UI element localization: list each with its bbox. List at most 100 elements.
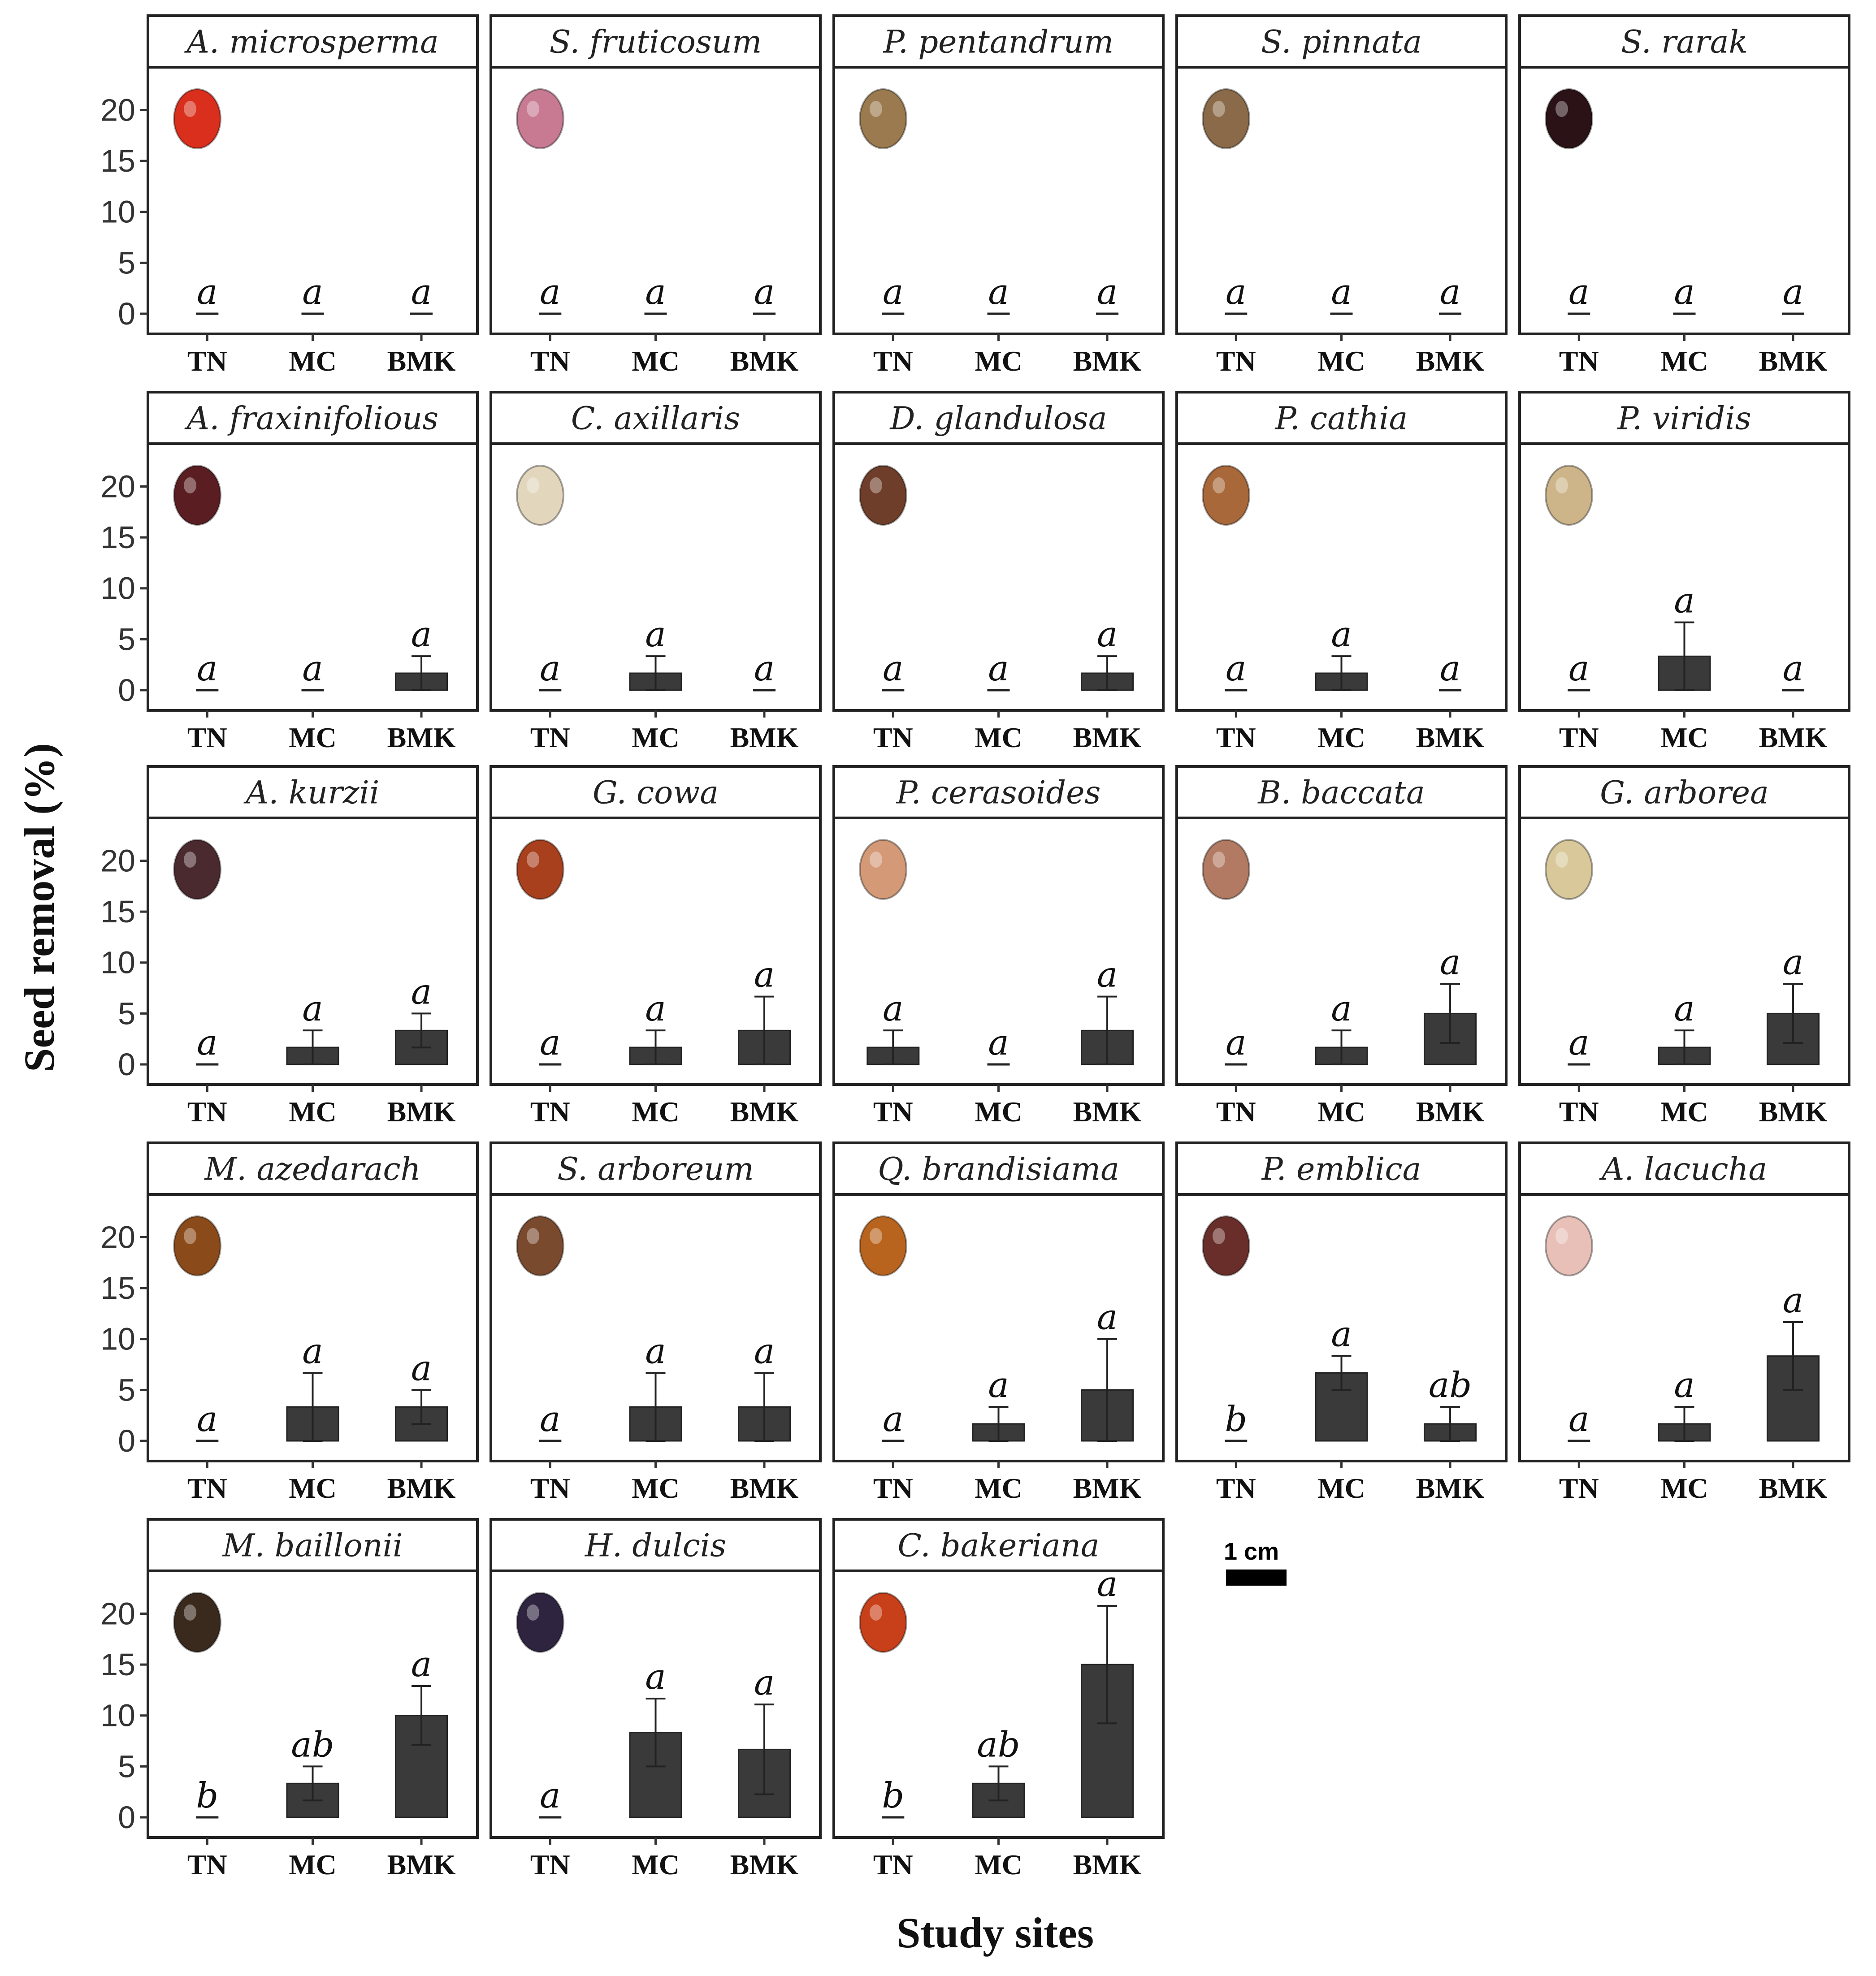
seed-highlight-icon <box>1555 852 1568 868</box>
panel-g-cowa: G. cowa a TN a MC a BMK <box>490 765 822 1128</box>
significance-letter: a <box>197 649 218 689</box>
x-tick-label: BMK <box>1416 1096 1485 1128</box>
significance-letter: a <box>883 1399 904 1440</box>
x-tick-label: MC <box>289 1472 337 1504</box>
x-tick-label: TN <box>530 1096 570 1128</box>
significance-letter: ab <box>1429 1365 1472 1405</box>
seed-image-icon <box>173 1215 221 1276</box>
seed-image-icon <box>859 1215 907 1276</box>
significance-letter: a <box>302 649 323 689</box>
panel-species-label: C. axillaris <box>571 400 740 437</box>
significance-letter: a <box>1783 649 1804 689</box>
panel-species-label: P. cathia <box>1274 400 1408 437</box>
panel-species-label: M. baillonii <box>222 1527 403 1564</box>
panel-species-label: S. fruticosum <box>550 24 762 61</box>
seed-highlight-icon <box>870 852 882 868</box>
x-tick-label: MC <box>1317 345 1365 377</box>
panel-strip <box>832 1141 1165 1196</box>
x-tick-label: MC <box>1660 1472 1708 1504</box>
y-tick-label: 5 <box>118 996 135 1031</box>
x-tick-label: BMK <box>730 1096 799 1128</box>
x-tick-label: MC <box>1317 1472 1365 1504</box>
x-tick-label: TN <box>1216 1472 1256 1504</box>
x-tick-label: MC <box>289 1849 337 1881</box>
significance-letter: a <box>1674 581 1695 621</box>
significance-letter: a <box>411 272 432 312</box>
significance-letter: a <box>1568 272 1590 312</box>
seed-highlight-icon <box>184 477 196 493</box>
significance-letter: a <box>302 989 323 1029</box>
x-tick-label: MC <box>1660 345 1708 377</box>
panel-a-fraxinifolious: A. fraxinifolious 0 5 10 15 20 a TN a MC a BMK <box>100 391 479 753</box>
seed-highlight-icon <box>1213 1228 1225 1244</box>
x-tick-label: TN <box>187 722 227 753</box>
seed-image-icon <box>173 88 221 149</box>
seed-highlight-icon <box>1555 1228 1568 1244</box>
seed-image-icon <box>859 1592 907 1653</box>
panel-s-arboreum: S. arboreum a TN a MC a BMK <box>490 1141 822 1504</box>
x-tick-label: TN <box>873 345 913 377</box>
significance-letter: b <box>196 1776 218 1816</box>
seed-image-icon <box>516 88 564 149</box>
x-tick-label: BMK <box>730 345 799 377</box>
significance-letter: a <box>754 649 775 689</box>
y-tick-label: 15 <box>100 894 135 929</box>
significance-letter: a <box>883 649 904 689</box>
y-tick-label: 0 <box>118 1423 135 1458</box>
x-tick-label: MC <box>289 345 337 377</box>
x-tick-label: BMK <box>387 1472 456 1504</box>
seed-image-icon <box>1545 465 1593 526</box>
y-tick-label: 5 <box>118 1749 135 1784</box>
significance-letter: a <box>645 1657 666 1697</box>
y-tick-label: 10 <box>100 571 135 606</box>
y-tick-label: 0 <box>118 1047 135 1082</box>
x-tick-label: BMK <box>1759 1096 1828 1128</box>
y-tick-label: 20 <box>100 1596 135 1631</box>
x-tick-label: MC <box>632 722 680 753</box>
x-tick-label: MC <box>632 1472 680 1504</box>
y-tick-label: 0 <box>118 296 135 331</box>
significance-letter: a <box>1783 943 1804 983</box>
seed-image-icon <box>173 1592 221 1653</box>
seed-image-icon <box>1202 839 1250 900</box>
panel-m-baillonii: M. baillonii 0 5 10 15 20 b TN ab MC a BMK <box>100 1518 479 1881</box>
panel-species-label: P. pentandrum <box>883 24 1113 61</box>
panel-species-label: P. cerasoides <box>896 774 1101 811</box>
x-tick-label: BMK <box>1073 1849 1142 1881</box>
x-tick-label: BMK <box>1073 722 1142 753</box>
x-tick-label: TN <box>187 1472 227 1504</box>
panel-species-label: P. viridis <box>1616 400 1751 437</box>
x-tick-label: TN <box>873 1472 913 1504</box>
panel-species-label: A. kurzii <box>243 774 380 811</box>
significance-letter: a <box>540 1776 561 1816</box>
panel-p-cerasoides: P. cerasoides a TN a MC a BMK <box>832 765 1165 1128</box>
x-tick-label: BMK <box>1759 1472 1828 1504</box>
x-tick-label: MC <box>975 1472 1022 1504</box>
panel-species-label: B. baccata <box>1257 774 1425 811</box>
significance-letter: a <box>540 649 561 689</box>
y-tick-label: 0 <box>118 673 135 708</box>
panel-strip <box>1175 765 1508 819</box>
panel-species-label: P. emblica <box>1261 1151 1421 1188</box>
panel-s-rarak: S. rarak a TN a MC a BMK <box>1518 14 1850 377</box>
x-tick-label: MC <box>975 345 1022 377</box>
significance-letter: a <box>1568 649 1590 689</box>
panel-a-kurzii: A. kurzii 0 5 10 15 20 a TN a MC a BMK <box>100 765 479 1128</box>
x-tick-label: BMK <box>387 345 456 377</box>
significance-letter: a <box>754 1663 775 1703</box>
panels-layer: A. microsperma 0 5 10 15 20 a TN a MC a BMK S. fruti… <box>100 14 1850 1881</box>
panel-strip <box>490 14 822 69</box>
x-tick-label: TN <box>873 722 913 753</box>
panel-strip <box>147 14 479 69</box>
x-tick-label: MC <box>1317 722 1365 753</box>
significance-letter: ab <box>977 1725 1020 1765</box>
x-tick-label: BMK <box>730 722 799 753</box>
panel-species-label: A. microsperma <box>184 24 438 61</box>
panel-strip <box>147 1141 479 1196</box>
significance-letter: a <box>1440 943 1461 983</box>
panel-s-pinnata: S. pinnata a TN a MC a BMK <box>1175 14 1508 377</box>
x-tick-label: TN <box>1216 1096 1256 1128</box>
seed-highlight-icon <box>527 101 539 117</box>
panel-strip <box>1175 1141 1508 1196</box>
